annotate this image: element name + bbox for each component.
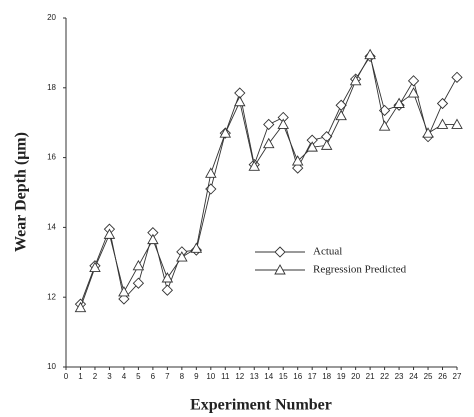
x-tick-label: 11 — [221, 372, 230, 381]
x-tick-label: 20 — [351, 372, 360, 381]
x-tick-label: 4 — [122, 372, 127, 381]
x-axis-title: Experiment Number — [190, 397, 332, 414]
legend-label: Regression Predicted — [313, 264, 407, 276]
x-tick-label: 21 — [366, 372, 375, 381]
data-point — [292, 162, 304, 174]
legend-marker — [274, 264, 286, 275]
data-point — [176, 251, 188, 262]
x-tick-label: 25 — [424, 372, 433, 381]
x-tick-label: 3 — [107, 372, 112, 381]
data-point — [147, 233, 159, 245]
x-tick-label: 0 — [64, 372, 69, 381]
legend-marker — [274, 246, 286, 258]
x-tick-label: 18 — [322, 372, 331, 381]
x-tick-label: 1 — [78, 372, 83, 381]
x-tick-label: 12 — [235, 372, 244, 381]
x-tick-label: 22 — [380, 372, 389, 381]
x-tick-label: 24 — [409, 372, 418, 381]
x-tick-label: 7 — [165, 372, 170, 381]
data-point — [393, 97, 405, 108]
x-tick-label: 6 — [151, 372, 156, 381]
data-point — [118, 293, 130, 305]
data-point — [436, 118, 449, 129]
data-point — [407, 87, 420, 98]
data-point — [306, 141, 318, 152]
x-tick-label: 16 — [293, 372, 302, 381]
x-tick-label: 9 — [194, 372, 199, 381]
data-point — [103, 228, 116, 239]
data-point — [407, 75, 420, 87]
data-point — [422, 127, 434, 138]
data-point — [219, 127, 232, 138]
x-tick-label: 19 — [337, 372, 346, 381]
x-tick-label: 5 — [136, 372, 141, 381]
x-tick-label: 23 — [395, 372, 404, 381]
y-tick-label: 18 — [47, 83, 56, 92]
y-tick-label: 10 — [47, 362, 56, 371]
data-point — [132, 277, 145, 289]
x-tick-label: 8 — [180, 372, 185, 381]
x-tick-label: 17 — [308, 372, 317, 381]
data-point — [320, 139, 333, 150]
y-tick-label: 20 — [47, 13, 56, 22]
data-point — [234, 95, 246, 107]
data-point — [378, 120, 391, 131]
legend-label: Actual — [313, 246, 342, 258]
data-point — [89, 261, 101, 272]
data-point — [364, 48, 376, 60]
x-tick-label: 2 — [93, 372, 98, 381]
data-point — [451, 71, 463, 83]
y-axis-title: Wear Depth (μm) — [13, 132, 30, 252]
data-point — [277, 118, 289, 129]
data-point — [161, 272, 174, 283]
data-point — [335, 109, 347, 121]
x-tick-label: 26 — [438, 372, 447, 381]
data-point — [262, 137, 275, 149]
data-point — [205, 167, 217, 178]
data-point — [291, 155, 304, 166]
data-point — [248, 160, 261, 171]
data-point — [118, 286, 130, 297]
x-tick-label: 14 — [264, 372, 273, 381]
data-point — [74, 301, 87, 313]
data-point — [436, 97, 449, 110]
y-tick-label: 12 — [47, 292, 56, 301]
data-point — [132, 259, 145, 271]
data-point — [349, 74, 362, 86]
data-point — [263, 118, 275, 131]
x-tick-label: 27 — [453, 372, 462, 381]
x-tick-label: 13 — [250, 372, 259, 381]
y-tick-label: 14 — [47, 223, 56, 232]
data-point — [161, 284, 174, 296]
x-tick-label: 15 — [279, 372, 288, 381]
data-point — [451, 118, 463, 129]
y-tick-label: 16 — [47, 153, 56, 162]
x-tick-label: 10 — [206, 372, 215, 381]
data-point — [335, 99, 347, 111]
data-point — [190, 242, 203, 253]
